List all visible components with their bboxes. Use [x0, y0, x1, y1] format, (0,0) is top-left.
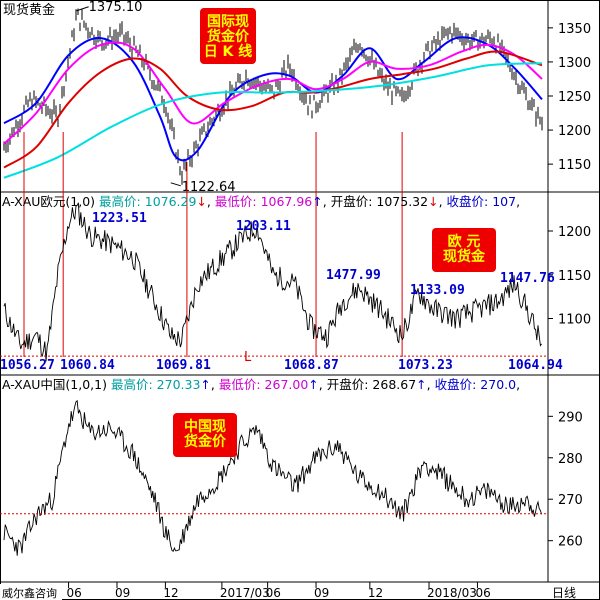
panel2-info: A-XAU欧元(1,0) 最高价: 1076.29↓, 最低价: 1067.96… [2, 194, 520, 209]
reference-marker: L [244, 350, 252, 365]
low-label: 1064.94 [508, 358, 563, 373]
info-label: 最高价: [99, 194, 141, 209]
info-sep: , [323, 194, 331, 209]
info-value: 270.33 [153, 377, 201, 392]
moving-average-line [3, 50, 543, 169]
panel-title: A-XAU中国(1,0,1) [2, 377, 111, 392]
info-label: 最低价: [219, 377, 261, 392]
info-arrow: ↓ [196, 194, 206, 209]
badge-box [200, 8, 256, 64]
info-value: 107 [488, 194, 516, 209]
low-label: 1073.23 [398, 358, 453, 373]
low-label: 1060.84 [60, 358, 115, 373]
high-label: 1147.76 [500, 271, 555, 286]
moving-average-line [3, 36, 543, 162]
y-tick-label: 1200 [558, 124, 591, 139]
info-label: 开盘价: [327, 377, 369, 392]
high-label: 1133.09 [410, 283, 465, 298]
info-label: 最高价: [111, 377, 153, 392]
y-tick-label: 270 [558, 493, 583, 508]
x-tick-label: 2017/03 [220, 586, 270, 600]
moving-average-line [3, 41, 543, 145]
x-tick-label: 06 [67, 586, 82, 600]
info-value: 268.67 [368, 377, 416, 392]
info-sep: , [516, 377, 520, 392]
info-row: A-XAU中国(1,0,1) 最高价: 270.33↑, 最低价: 267.00… [2, 377, 520, 392]
high-label: 1203.11 [236, 219, 291, 234]
badge-box [432, 228, 496, 272]
badge-text: 欧 元 [448, 233, 481, 250]
info-arrow: ↑ [416, 377, 426, 392]
badge-text: 货金价 [206, 28, 250, 45]
x-tick-label: 2018/03 [427, 586, 477, 600]
info-arrow: ↑ [312, 194, 322, 209]
low-annotation-leader [170, 182, 181, 187]
badge-box [173, 413, 237, 457]
high-annotation: 1375.10 [89, 0, 143, 15]
info-label: 收盘价: [435, 377, 477, 392]
low-annotation: 1122.64 [182, 180, 236, 195]
info-sep: , [516, 194, 520, 209]
y-tick-label: 260 [558, 535, 583, 550]
high-annotation-leader [76, 6, 89, 12]
cny-price-line [3, 399, 543, 556]
badge-text: 日 K 线 [204, 43, 253, 60]
x-tick-label: 06 [266, 586, 281, 600]
info-arrow: ↑ [308, 377, 318, 392]
y-tick-label: 280 [558, 452, 583, 467]
info-arrow: ↑ [200, 377, 210, 392]
info-sep: , [211, 377, 219, 392]
eur-price-line [3, 202, 542, 362]
panel-title: A-XAU欧元(1,0) [2, 194, 99, 209]
x-axis-unit: 日线 [552, 586, 576, 600]
x-tick-label: 12 [163, 586, 178, 600]
y-tick-label: 1100 [558, 313, 591, 328]
badge-text: 中国现 [184, 418, 226, 435]
info-row: A-XAU欧元(1,0) 最高价: 1076.29↓, 最低价: 1067.96… [2, 194, 520, 209]
source-bg [0, 584, 62, 600]
x-tick-label: 09 [115, 586, 130, 600]
y-tick-label: 290 [558, 410, 583, 425]
y-tick-label: 1150 [558, 269, 591, 284]
info-label: 收盘价: [447, 194, 489, 209]
x-tick-label: 12 [368, 586, 383, 600]
badge-text: 货金价 [183, 433, 227, 450]
badge-text: 现货金 [443, 248, 486, 265]
info-value: 1076.29 [141, 194, 197, 209]
info-label: 开盘价: [331, 194, 373, 209]
info-label: 最低价: [215, 194, 257, 209]
info-sep: , [319, 377, 327, 392]
info-sep: , [439, 194, 447, 209]
panel3-info: A-XAU中国(1,0,1) 最高价: 270.33↑, 最低价: 267.00… [2, 377, 520, 392]
y-tick-label: 1350 [558, 22, 591, 37]
info-value: 270.0 [476, 377, 516, 392]
info-sep: , [207, 194, 215, 209]
badge-text: 国际现 [207, 14, 249, 30]
y-tick-label: 1250 [558, 90, 591, 105]
y-tick-label: 1200 [558, 225, 591, 240]
low-label: 1069.81 [156, 358, 211, 373]
info-value: 267.00 [261, 377, 309, 392]
x-tick-label: 06 [475, 586, 490, 600]
moving-average-line [3, 62, 543, 179]
low-label: 1056.27 [0, 358, 55, 373]
info-sep: , [427, 377, 435, 392]
high-label: 1477.99 [326, 268, 381, 283]
high-label: 1223.51 [92, 211, 147, 226]
low-label: 1068.87 [284, 358, 339, 373]
x-tick-label: 09 [314, 586, 329, 600]
y-tick-label: 1300 [558, 56, 591, 71]
info-arrow: ↓ [428, 194, 438, 209]
panel1-title: 现货黄金 [3, 2, 55, 18]
info-value: 1067.96 [257, 194, 313, 209]
info-value: 1075.32 [372, 194, 428, 209]
y-tick-label: 1150 [558, 158, 591, 173]
source-label: 威尔鑫咨询 [2, 586, 57, 600]
